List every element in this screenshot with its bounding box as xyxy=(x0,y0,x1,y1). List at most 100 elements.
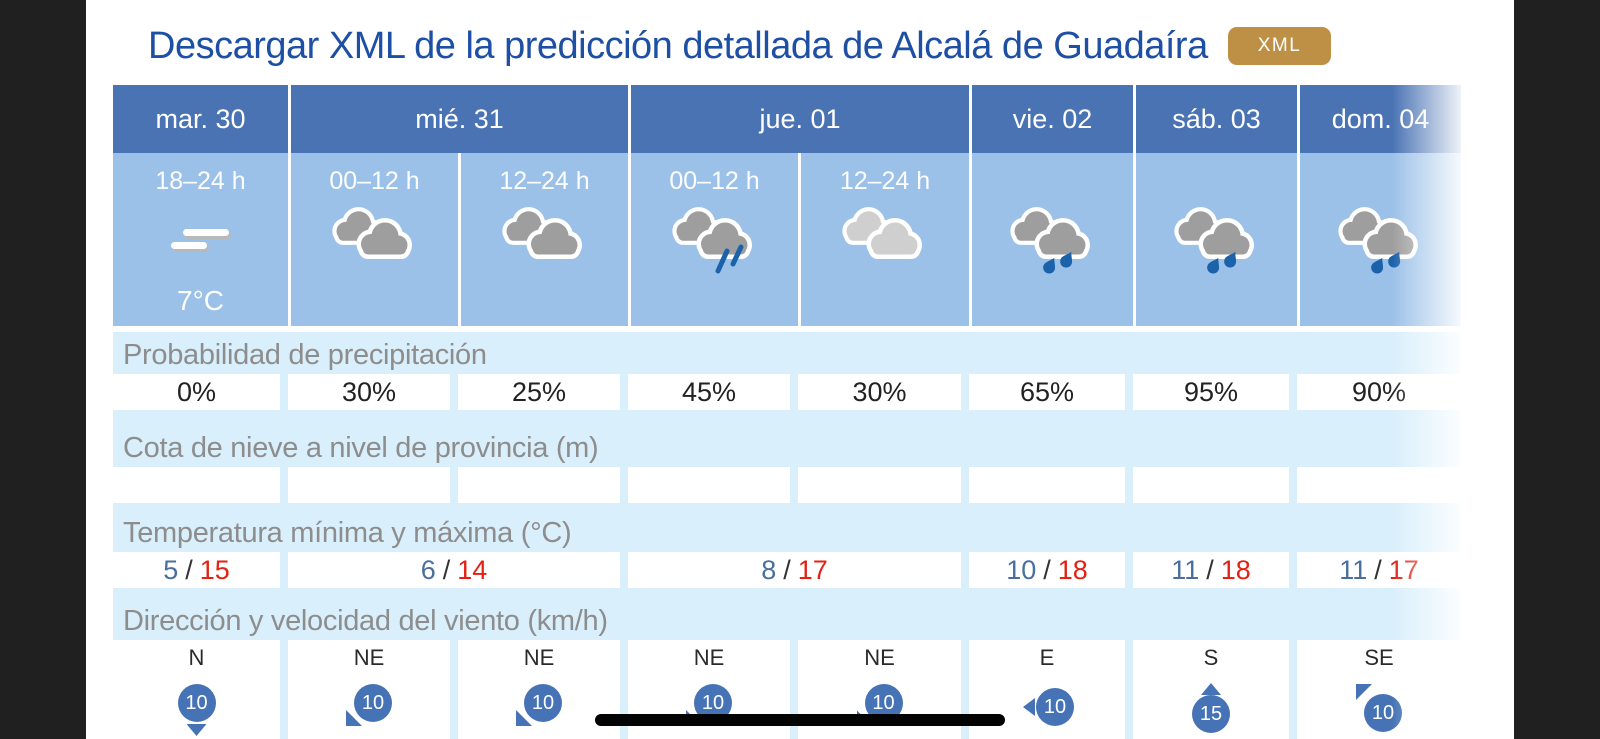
temperature-value: 10 / 18 xyxy=(969,552,1133,588)
forecast-table: mar. 30 mié. 31 jue. 01 vie. 02 sáb. 03 … xyxy=(113,85,1461,739)
snow-value xyxy=(969,467,1133,503)
period-time xyxy=(972,153,1133,193)
temp-separator: / xyxy=(783,554,791,585)
wind-speed: 10 xyxy=(1036,688,1074,726)
snow-value xyxy=(113,467,288,503)
day-header-fri: vie. 02 xyxy=(969,85,1133,153)
temp-separator: / xyxy=(185,554,193,585)
wind-arrow-s-icon xyxy=(1201,683,1221,695)
page-title: Descargar XML de la predicción detallada… xyxy=(148,25,1208,67)
period-time xyxy=(1300,153,1461,193)
wind-direction: SE xyxy=(1364,645,1394,670)
clouds-icon xyxy=(461,193,628,289)
precipitation-label: Probabilidad de precipitación xyxy=(123,338,487,371)
clouds-rain-icon xyxy=(972,193,1133,289)
max-temp: 17 xyxy=(1388,554,1419,585)
wind-speed: 10 xyxy=(1364,694,1402,732)
day-header-row: mar. 30 mié. 31 jue. 01 vie. 02 sáb. 03 … xyxy=(113,85,1461,153)
wind-speed: 15 xyxy=(1192,695,1230,733)
temperature-value: 5 / 15 xyxy=(113,552,288,588)
precipitation-value: 0% xyxy=(113,374,288,410)
weather-page: Descargar XML de la predicción detallada… xyxy=(86,0,1514,739)
clouds-light-rain-icon xyxy=(631,193,798,289)
wind-arrow-e-icon xyxy=(1023,698,1035,716)
current-temperature: 7°C xyxy=(177,285,224,316)
day-header-tue: mar. 30 xyxy=(113,85,288,153)
precipitation-section-band: Probabilidad de precipitación xyxy=(113,332,1461,374)
period-cell: 00–12 h xyxy=(628,153,798,326)
min-temp: 5 xyxy=(163,554,179,585)
precipitation-value: 45% xyxy=(628,374,798,410)
wind-value: SE 10 xyxy=(1297,640,1461,739)
precipitation-value: 30% xyxy=(288,374,458,410)
day-header-wed: mié. 31 xyxy=(288,85,628,153)
temperature-value: 11 / 17 xyxy=(1297,552,1461,588)
temperature-value: 11 / 18 xyxy=(1133,552,1297,588)
wind-speed-badge: 10 xyxy=(514,684,564,739)
wind-direction: NE xyxy=(864,645,895,670)
fog-icon xyxy=(113,193,288,289)
snow-value xyxy=(628,467,798,503)
min-temp: 6 xyxy=(420,554,436,585)
wind-speed-badge: 10 xyxy=(344,684,394,739)
max-temp: 15 xyxy=(199,554,230,585)
wind-direction: NE xyxy=(523,645,555,670)
snow-section-band: Cota de nieve a nivel de provincia (m) xyxy=(113,410,1461,467)
period-cell xyxy=(969,153,1133,326)
wind-arrow-n-icon xyxy=(186,724,207,736)
precipitation-value: 30% xyxy=(798,374,969,410)
period-time: 12–24 h xyxy=(499,167,590,195)
light-clouds-icon xyxy=(801,193,969,289)
min-temp: 10 xyxy=(1006,554,1037,585)
period-cell xyxy=(1133,153,1297,326)
precipitation-value: 95% xyxy=(1133,374,1297,410)
precipitation-values-row: 0% 30% 25% 45% 30% 65% 95% 90% xyxy=(113,374,1461,410)
temperature-values-row: 5 / 15 6 / 14 8 / 17 10 / 18 11 / xyxy=(113,552,1461,588)
wind-speed-badge: 15 xyxy=(1186,683,1236,739)
wind-direction: NE xyxy=(353,645,385,670)
day-header-sun: dom. 04 xyxy=(1297,85,1461,153)
xml-download-button[interactable]: XML xyxy=(1227,27,1332,65)
period-cell: 12–24 h xyxy=(798,153,969,326)
wind-value: S 15 xyxy=(1133,640,1297,739)
max-temp: 18 xyxy=(1220,554,1251,585)
period-cell: 12–24 h xyxy=(458,153,628,326)
snow-level-label: Cota de nieve a nivel de provincia (m) xyxy=(123,431,599,464)
wind-speed-badge: 10 xyxy=(684,684,734,739)
clouds-rain-icon xyxy=(1136,193,1297,289)
temperature-section-band: Temperatura mínima y máxima (°C) xyxy=(113,503,1461,552)
wind-speed-badge: 10 xyxy=(1022,684,1074,739)
snow-value xyxy=(1297,467,1461,503)
snow-value xyxy=(1133,467,1297,503)
max-temp: 14 xyxy=(457,554,488,585)
period-time: 00–12 h xyxy=(669,167,760,195)
wind-direction: N xyxy=(188,645,205,670)
period-time: 12–24 h xyxy=(839,167,931,195)
wind-direction: NE xyxy=(693,645,725,670)
period-time: 00–12 h xyxy=(329,167,420,195)
temperature-value: 8 / 17 xyxy=(628,552,969,588)
period-time: 18–24 h xyxy=(155,167,246,195)
snow-value xyxy=(288,467,458,503)
max-temp: 17 xyxy=(797,554,828,585)
max-temp: 18 xyxy=(1057,554,1088,585)
day-header-thu: jue. 01 xyxy=(628,85,969,153)
wind-speed: 10 xyxy=(524,684,562,722)
wind-value: N 10 xyxy=(113,640,288,739)
period-cell: 00–12 h xyxy=(288,153,458,326)
wind-speed-badge: 10 xyxy=(172,684,222,739)
period-cell xyxy=(1297,153,1461,326)
wind-speed-badge: 10 xyxy=(855,684,905,739)
snow-values-row xyxy=(113,467,1461,503)
snow-value xyxy=(458,467,628,503)
wind-speed: 10 xyxy=(354,684,392,722)
wind-section-band: Dirección y velocidad del viento (km/h) xyxy=(113,588,1461,640)
period-time xyxy=(1136,153,1297,193)
home-indicator-bar[interactable] xyxy=(595,714,1005,726)
wind-speed: 10 xyxy=(177,684,216,722)
temp-separator: / xyxy=(1043,554,1051,585)
temperature-value: 6 / 14 xyxy=(288,552,628,588)
wind-direction: E xyxy=(1039,645,1055,670)
spacer xyxy=(113,326,1461,332)
title-row: Descargar XML de la predicción detallada… xyxy=(86,0,1514,85)
